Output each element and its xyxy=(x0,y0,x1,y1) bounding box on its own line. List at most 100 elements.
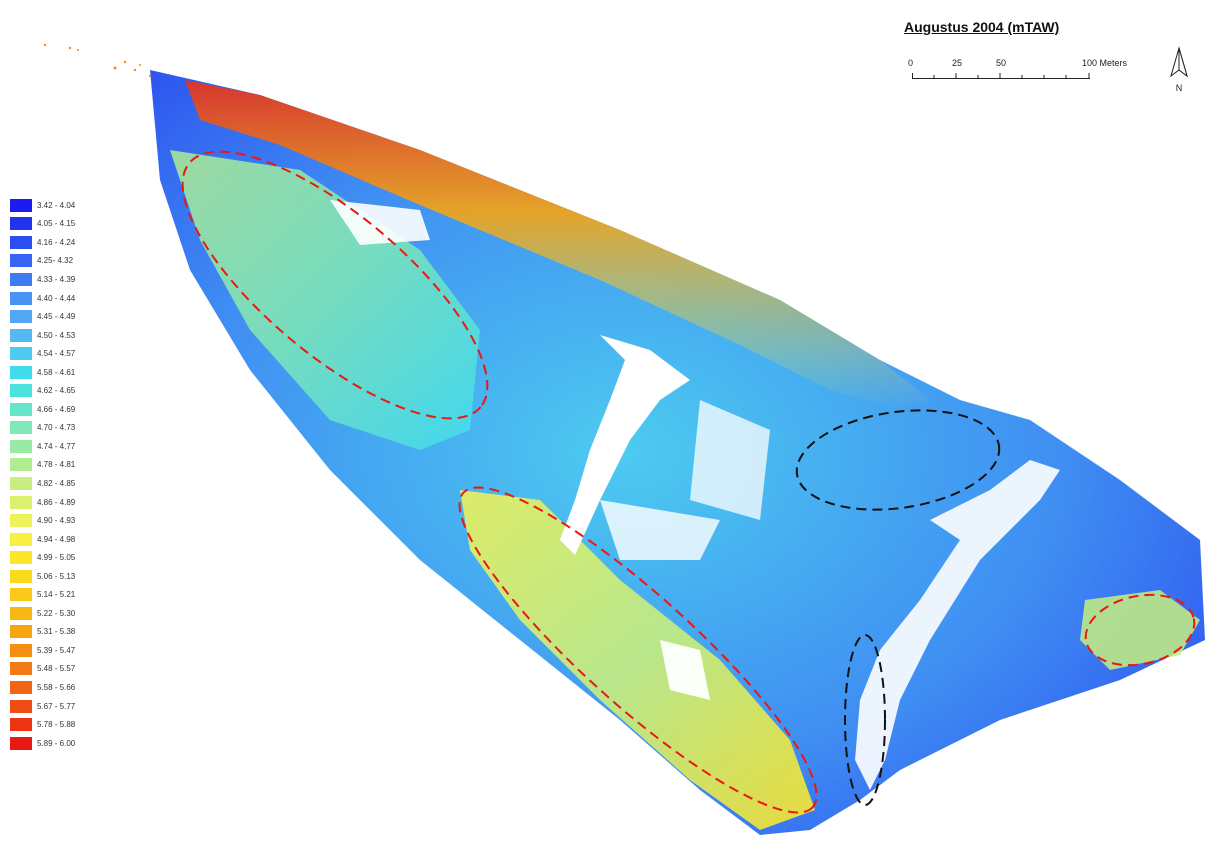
legend-label: 4.54 - 4.57 xyxy=(37,349,76,359)
legend-swatch xyxy=(10,365,32,379)
legend-row: 4.90 - 4.93 xyxy=(10,511,140,530)
legend-label: 4.62 - 4.65 xyxy=(37,386,76,396)
legend-swatch xyxy=(10,680,32,694)
legend-swatch xyxy=(10,476,32,490)
legend-swatch xyxy=(10,588,32,602)
legend-label: 4.99 - 5.05 xyxy=(37,553,76,563)
legend-row: 5.14 - 5.21 xyxy=(10,585,140,604)
legend-swatch xyxy=(10,606,32,620)
legend-label: 5.67 - 5.77 xyxy=(37,701,76,711)
scale-label-25: 25 xyxy=(952,58,963,68)
legend-row: 5.67 - 5.77 xyxy=(10,697,140,716)
legend-swatch xyxy=(10,643,32,657)
legend-swatch xyxy=(10,699,32,713)
legend-label: 5.31 - 5.38 xyxy=(37,627,76,637)
legend: 3.42 - 4.04 4.05 - 4.15 4.16 - 4.24 4.25- 4… xyxy=(10,196,140,752)
black-ellipse-upper xyxy=(795,409,1001,511)
legend-label: 4.78 - 4.81 xyxy=(37,460,76,470)
legend-swatch xyxy=(10,662,32,676)
legend-row: 4.78 - 4.81 xyxy=(10,456,140,475)
legend-swatch xyxy=(10,254,32,268)
legend-swatch xyxy=(10,736,32,750)
legend-row: 4.33 - 4.39 xyxy=(10,270,140,289)
legend-swatch xyxy=(10,217,32,231)
legend-row: 4.54 - 4.57 xyxy=(10,344,140,363)
white-gap-4 xyxy=(600,500,720,560)
red-ellipse-south xyxy=(458,486,818,814)
north-arrow: N xyxy=(1168,46,1190,93)
scale-label-100: 100 Meters xyxy=(1082,58,1128,68)
channel-main xyxy=(560,335,690,555)
legend-row: 4.58 - 4.61 xyxy=(10,363,140,382)
south-belt xyxy=(460,490,815,830)
legend-row: 4.45 - 4.49 xyxy=(10,307,140,326)
channel-east xyxy=(855,460,1060,790)
legend-row: 5.22 - 5.30 xyxy=(10,604,140,623)
legend-swatch xyxy=(10,291,32,305)
legend-label: 5.48 - 5.57 xyxy=(37,664,76,674)
legend-swatch xyxy=(10,402,32,416)
legend-row: 5.31 - 5.38 xyxy=(10,623,140,642)
legend-label: 4.70 - 4.73 xyxy=(37,423,76,433)
legend-label: 5.58 - 5.66 xyxy=(37,682,76,692)
red-ellipse-upper-left xyxy=(181,150,489,420)
legend-row: 4.82 - 4.85 xyxy=(10,474,140,493)
scale-ticks xyxy=(912,73,1090,79)
legend-swatch xyxy=(10,235,32,249)
left-region xyxy=(170,150,480,450)
scatter-points xyxy=(43,43,152,78)
legend-row: 5.58 - 5.66 xyxy=(10,678,140,697)
legend-label: 4.90 - 4.93 xyxy=(37,516,76,526)
scale-bar: 0 25 50 100 Meters xyxy=(900,58,1127,88)
legend-swatch xyxy=(10,532,32,546)
legend-row: 3.42 - 4.04 xyxy=(10,196,140,215)
legend-row: 4.40 - 4.44 xyxy=(10,289,140,308)
east-patch xyxy=(1080,590,1200,670)
legend-row: 4.50 - 4.53 xyxy=(10,326,140,345)
legend-label: 3.42 - 4.04 xyxy=(37,200,76,210)
legend-row: 4.25- 4.32 xyxy=(10,252,140,271)
legend-label: 5.22 - 5.30 xyxy=(37,608,76,618)
red-ellipse-east xyxy=(1084,593,1196,667)
legend-label: 4.86 - 4.89 xyxy=(37,497,76,507)
legend-swatch xyxy=(10,328,32,342)
legend-row: 5.89 - 6.00 xyxy=(10,734,140,753)
legend-label: 4.82 - 4.85 xyxy=(37,478,76,488)
legend-label: 5.14 - 5.21 xyxy=(37,590,76,600)
legend-row: 5.78 - 5.88 xyxy=(10,715,140,734)
legend-label: 4.33 - 4.39 xyxy=(37,274,76,284)
legend-swatch xyxy=(10,198,32,212)
legend-row: 4.62 - 4.65 xyxy=(10,381,140,400)
legend-label: 4.74 - 4.77 xyxy=(37,441,76,451)
north-label: N xyxy=(1175,83,1183,93)
legend-label: 4.66 - 4.69 xyxy=(37,404,76,414)
map-title: Augustus 2004 (mTAW) xyxy=(904,19,1060,35)
legend-swatch xyxy=(10,718,32,732)
legend-swatch xyxy=(10,310,32,324)
black-ellipse-lower xyxy=(844,634,886,806)
legend-swatch xyxy=(10,514,32,528)
legend-swatch xyxy=(10,495,32,509)
legend-swatch xyxy=(10,551,32,565)
north-arrow-icon xyxy=(1170,46,1188,78)
ridge-band xyxy=(185,80,930,410)
legend-label: 4.25- 4.32 xyxy=(37,256,74,266)
legend-row: 4.16 - 4.24 xyxy=(10,233,140,252)
legend-row: 4.70 - 4.73 xyxy=(10,419,140,438)
legend-row: 4.99 - 5.05 xyxy=(10,548,140,567)
scale-line xyxy=(912,78,1090,79)
legend-row: 4.05 - 4.15 xyxy=(10,215,140,234)
white-gap-3 xyxy=(660,640,710,700)
legend-label: 5.78 - 5.88 xyxy=(37,720,76,730)
legend-swatch xyxy=(10,384,32,398)
legend-row: 5.06 - 5.13 xyxy=(10,567,140,586)
legend-swatch xyxy=(10,272,32,286)
legend-label: 4.16 - 4.24 xyxy=(37,237,76,247)
legend-swatch xyxy=(10,625,32,639)
legend-label: 5.89 - 6.00 xyxy=(37,738,76,748)
legend-swatch xyxy=(10,439,32,453)
legend-label: 5.39 - 5.47 xyxy=(37,645,76,655)
legend-swatch xyxy=(10,458,32,472)
legend-row: 4.66 - 4.69 xyxy=(10,400,140,419)
